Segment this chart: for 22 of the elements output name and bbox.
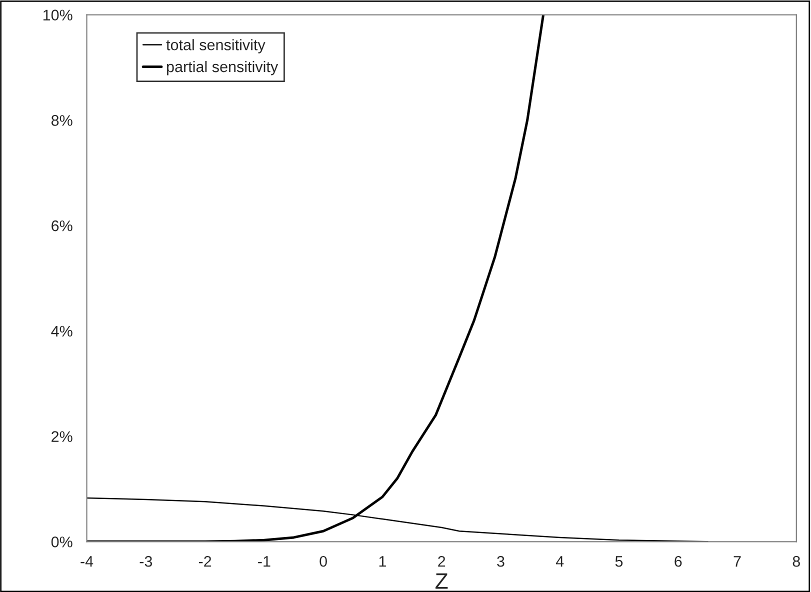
x-tick-label: 0 (320, 556, 327, 567)
x-tick-label: 2 (438, 556, 446, 567)
x-tick-label: 8 (792, 556, 800, 567)
x-tick-label: -4 (80, 556, 94, 567)
x-tick-label: 1 (379, 556, 386, 567)
x-tick-label: 4 (556, 556, 564, 567)
x-tick-label: 6 (674, 556, 682, 567)
y-tick-label: 4% (51, 326, 72, 337)
x-tick-label: 5 (615, 556, 623, 567)
x-tick-label: 3 (497, 556, 504, 567)
y-tick-label: 0% (51, 536, 72, 548)
y-tick-label: 2% (52, 431, 72, 442)
x-tick-label: 7 (734, 556, 741, 567)
legend-label: total sensitivity (166, 39, 266, 54)
x-tick-label: -3 (140, 556, 152, 567)
x-tick-label: -2 (198, 556, 212, 567)
y-tick-label: 10% (43, 10, 72, 20)
legend-label: partial sensitivity (167, 60, 278, 76)
x-axis-title: Z (436, 573, 448, 589)
x-tick-label: -1 (258, 556, 270, 567)
y-tick-label: 6% (52, 220, 72, 232)
y-tick-label: 8% (51, 115, 72, 126)
